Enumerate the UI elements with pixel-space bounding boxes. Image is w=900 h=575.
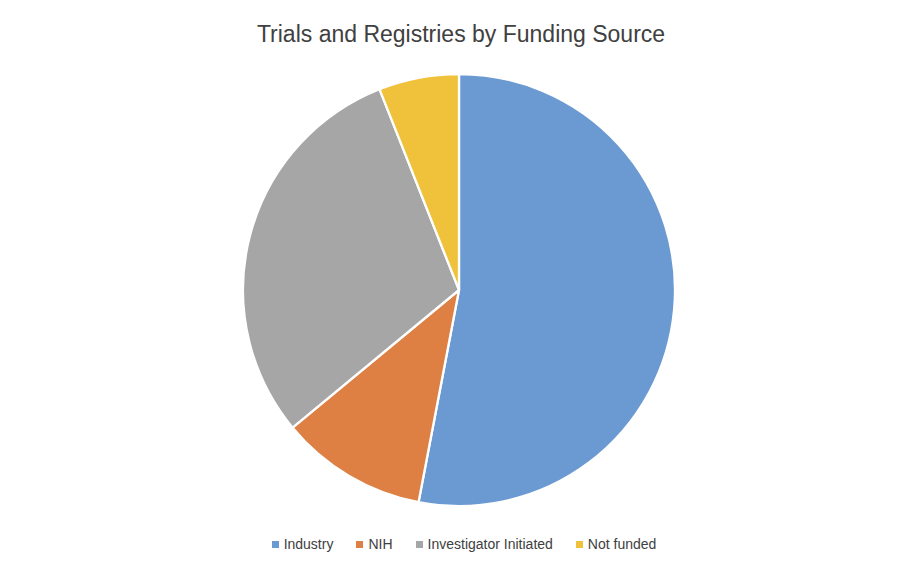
legend-marker-investigator-initiated: [416, 541, 423, 548]
pie-slices-group: [243, 74, 675, 506]
chart-legend: Industry NIH Investigator Initiated Not …: [14, 536, 900, 552]
legend-label-nih: NIH: [368, 536, 392, 552]
pie-chart-page: { "chart_data": { "type": "pie", "title"…: [0, 0, 900, 575]
legend-marker-not-funded: [576, 541, 583, 548]
legend-item-investigator-initiated: Investigator Initiated: [416, 536, 553, 552]
legend-item-industry: Industry: [272, 536, 334, 552]
pie-chart: [0, 0, 900, 575]
legend-marker-nih: [356, 541, 363, 548]
legend-item-nih: NIH: [356, 536, 392, 552]
legend-marker-industry: [272, 541, 279, 548]
legend-label-industry: Industry: [284, 536, 334, 552]
legend-label-not-funded: Not funded: [588, 536, 657, 552]
legend-label-investigator-initiated: Investigator Initiated: [428, 536, 553, 552]
legend-item-not-funded: Not funded: [576, 536, 657, 552]
